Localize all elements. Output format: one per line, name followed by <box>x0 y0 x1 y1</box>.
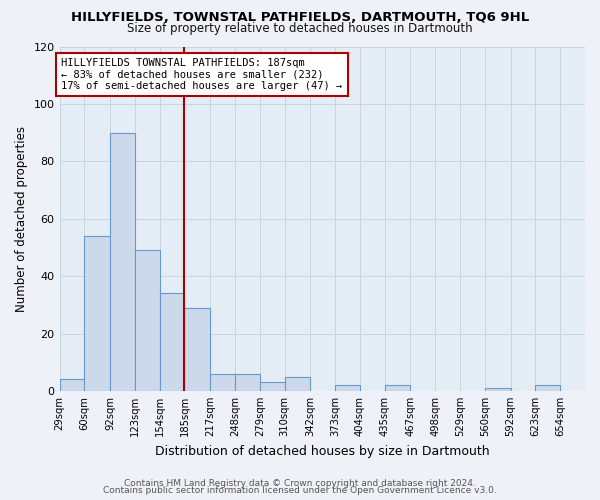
Bar <box>260 382 284 391</box>
Bar <box>184 308 210 391</box>
Bar <box>135 250 160 391</box>
Bar <box>485 388 511 391</box>
Text: Contains HM Land Registry data © Crown copyright and database right 2024.: Contains HM Land Registry data © Crown c… <box>124 478 476 488</box>
X-axis label: Distribution of detached houses by size in Dartmouth: Distribution of detached houses by size … <box>155 444 490 458</box>
Bar <box>535 385 560 391</box>
Bar <box>59 380 85 391</box>
Bar <box>335 385 360 391</box>
Bar <box>85 236 110 391</box>
Bar <box>160 294 184 391</box>
Text: Size of property relative to detached houses in Dartmouth: Size of property relative to detached ho… <box>127 22 473 35</box>
Text: HILLYFIELDS TOWNSTAL PATHFIELDS: 187sqm
← 83% of detached houses are smaller (23: HILLYFIELDS TOWNSTAL PATHFIELDS: 187sqm … <box>61 58 343 91</box>
Bar <box>110 132 135 391</box>
Bar <box>385 385 410 391</box>
Text: HILLYFIELDS, TOWNSTAL PATHFIELDS, DARTMOUTH, TQ6 9HL: HILLYFIELDS, TOWNSTAL PATHFIELDS, DARTMO… <box>71 11 529 24</box>
Bar <box>235 374 260 391</box>
Bar <box>210 374 235 391</box>
Y-axis label: Number of detached properties: Number of detached properties <box>15 126 28 312</box>
Text: Contains public sector information licensed under the Open Government Licence v3: Contains public sector information licen… <box>103 486 497 495</box>
Bar <box>284 376 310 391</box>
